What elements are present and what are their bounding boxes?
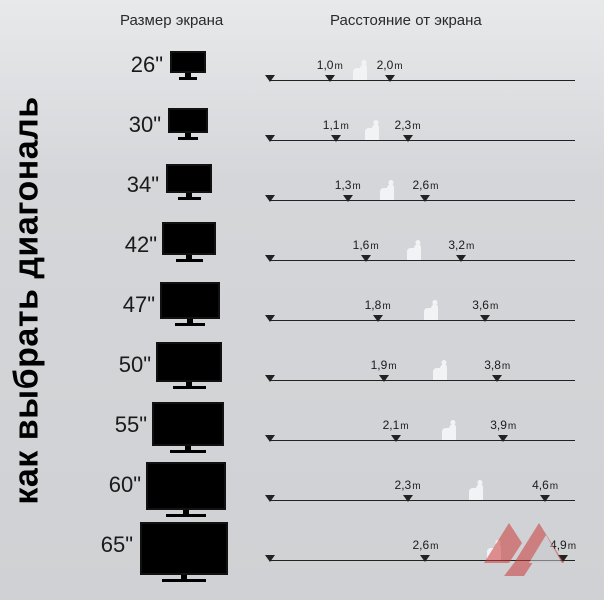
distance-min-label: 1,6m bbox=[353, 238, 379, 252]
distance-ruler bbox=[270, 500, 575, 501]
column-headers: Размер экрана Расстояние от экрана bbox=[60, 12, 600, 38]
ruler-tick-max bbox=[403, 135, 413, 142]
distance-min-label: 2,3m bbox=[395, 478, 421, 492]
distance-max-label: 2,6m bbox=[412, 178, 438, 192]
screen-size-label: 55" bbox=[92, 412, 147, 438]
screen-size-label: 65" bbox=[78, 532, 133, 558]
ruler-tick-min bbox=[343, 195, 353, 202]
ruler-tick-start bbox=[265, 135, 275, 142]
rows-container: 26" 1,0m 2,0m 30" 1,1m 2,3m 34" 1,3m 2,6m 42" 1,6m… bbox=[60, 40, 600, 580]
distance-ruler bbox=[270, 320, 575, 321]
distance-max-label: 3,9m bbox=[490, 418, 516, 432]
watermark-logo bbox=[474, 508, 574, 578]
chart-row: 34" 1,3m 2,6m bbox=[60, 160, 600, 220]
distance-ruler bbox=[270, 260, 575, 261]
ruler-tick-min bbox=[325, 75, 335, 82]
tv-icon bbox=[168, 108, 208, 140]
person-icon bbox=[374, 178, 400, 200]
person-icon bbox=[347, 58, 373, 80]
distance-ruler bbox=[270, 440, 575, 441]
chart-row: 42" 1,6m 3,2m bbox=[60, 220, 600, 280]
tv-icon bbox=[160, 282, 220, 326]
tv-icon bbox=[152, 402, 224, 453]
distance-ruler bbox=[270, 80, 575, 81]
ruler-tick-min bbox=[420, 555, 430, 562]
screen-size-label: 34" bbox=[104, 172, 159, 198]
vertical-title: как выбрать диагональ bbox=[0, 0, 55, 600]
ruler-tick-max bbox=[540, 495, 550, 502]
ruler-tick-min bbox=[403, 495, 413, 502]
tv-icon bbox=[162, 222, 216, 262]
person-icon bbox=[427, 358, 453, 380]
distance-min-label: 1,8m bbox=[365, 298, 391, 312]
screen-size-label: 50" bbox=[96, 352, 151, 378]
distance-min-label: 1,0m bbox=[317, 58, 343, 72]
distance-max-label: 4,6m bbox=[532, 478, 558, 492]
ruler-tick-start bbox=[265, 495, 275, 502]
tv-icon bbox=[156, 342, 222, 389]
distance-max-label: 3,8m bbox=[484, 358, 510, 372]
distance-ruler bbox=[270, 380, 575, 381]
ruler-tick-min bbox=[379, 375, 389, 382]
tv-icon bbox=[170, 51, 206, 80]
distance-max-label: 3,6m bbox=[472, 298, 498, 312]
screen-size-label: 26" bbox=[108, 52, 163, 78]
ruler-tick-max bbox=[385, 75, 395, 82]
ruler-tick-start bbox=[265, 195, 275, 202]
ruler-tick-start bbox=[265, 555, 275, 562]
person-icon bbox=[436, 418, 462, 440]
tv-icon bbox=[166, 164, 212, 200]
ruler-tick-start bbox=[265, 315, 275, 322]
person-icon bbox=[359, 118, 385, 140]
person-icon bbox=[401, 238, 427, 260]
chart-row: 55" 2,1m 3,9m bbox=[60, 400, 600, 460]
ruler-tick-start bbox=[265, 435, 275, 442]
tv-icon bbox=[146, 462, 226, 517]
screen-size-label: 42" bbox=[102, 232, 157, 258]
ruler-tick-start bbox=[265, 255, 275, 262]
distance-min-label: 2,1m bbox=[383, 418, 409, 432]
distance-min-label: 1,9m bbox=[371, 358, 397, 372]
chart-row: 26" 1,0m 2,0m bbox=[60, 40, 600, 100]
distance-max-label: 3,2m bbox=[448, 238, 474, 252]
chart-row: 50" 1,9m 3,8m bbox=[60, 340, 600, 400]
distance-max-label: 2,3m bbox=[395, 118, 421, 132]
ruler-tick-start bbox=[265, 75, 275, 82]
ruler-tick-start bbox=[265, 375, 275, 382]
ruler-tick-min bbox=[373, 315, 383, 322]
chart-content: Размер экрана Расстояние от экрана 26" 1,… bbox=[60, 12, 600, 580]
distance-min-label: 1,1m bbox=[323, 118, 349, 132]
tv-icon bbox=[140, 522, 228, 582]
screen-size-label: 30" bbox=[106, 112, 161, 138]
chart-row: 47" 1,8m 3,6m bbox=[60, 280, 600, 340]
header-distance: Расстояние от экрана bbox=[330, 12, 482, 29]
ruler-tick-max bbox=[498, 435, 508, 442]
ruler-tick-max bbox=[480, 315, 490, 322]
header-size: Размер экрана bbox=[120, 12, 223, 29]
distance-min-label: 2,6m bbox=[412, 538, 438, 552]
screen-size-label: 60" bbox=[86, 472, 141, 498]
distance-max-label: 2,0m bbox=[377, 58, 403, 72]
ruler-tick-min bbox=[391, 435, 401, 442]
distance-min-label: 1,3m bbox=[335, 178, 361, 192]
ruler-tick-max bbox=[420, 195, 430, 202]
person-icon bbox=[418, 298, 444, 320]
ruler-tick-max bbox=[492, 375, 502, 382]
vertical-title-text: как выбрать диагональ bbox=[8, 96, 47, 504]
distance-ruler bbox=[270, 140, 575, 141]
screen-size-label: 47" bbox=[100, 292, 155, 318]
ruler-tick-max bbox=[456, 255, 466, 262]
person-icon bbox=[463, 478, 489, 500]
chart-row: 30" 1,1m 2,3m bbox=[60, 100, 600, 160]
ruler-tick-min bbox=[361, 255, 371, 262]
ruler-tick-min bbox=[331, 135, 341, 142]
